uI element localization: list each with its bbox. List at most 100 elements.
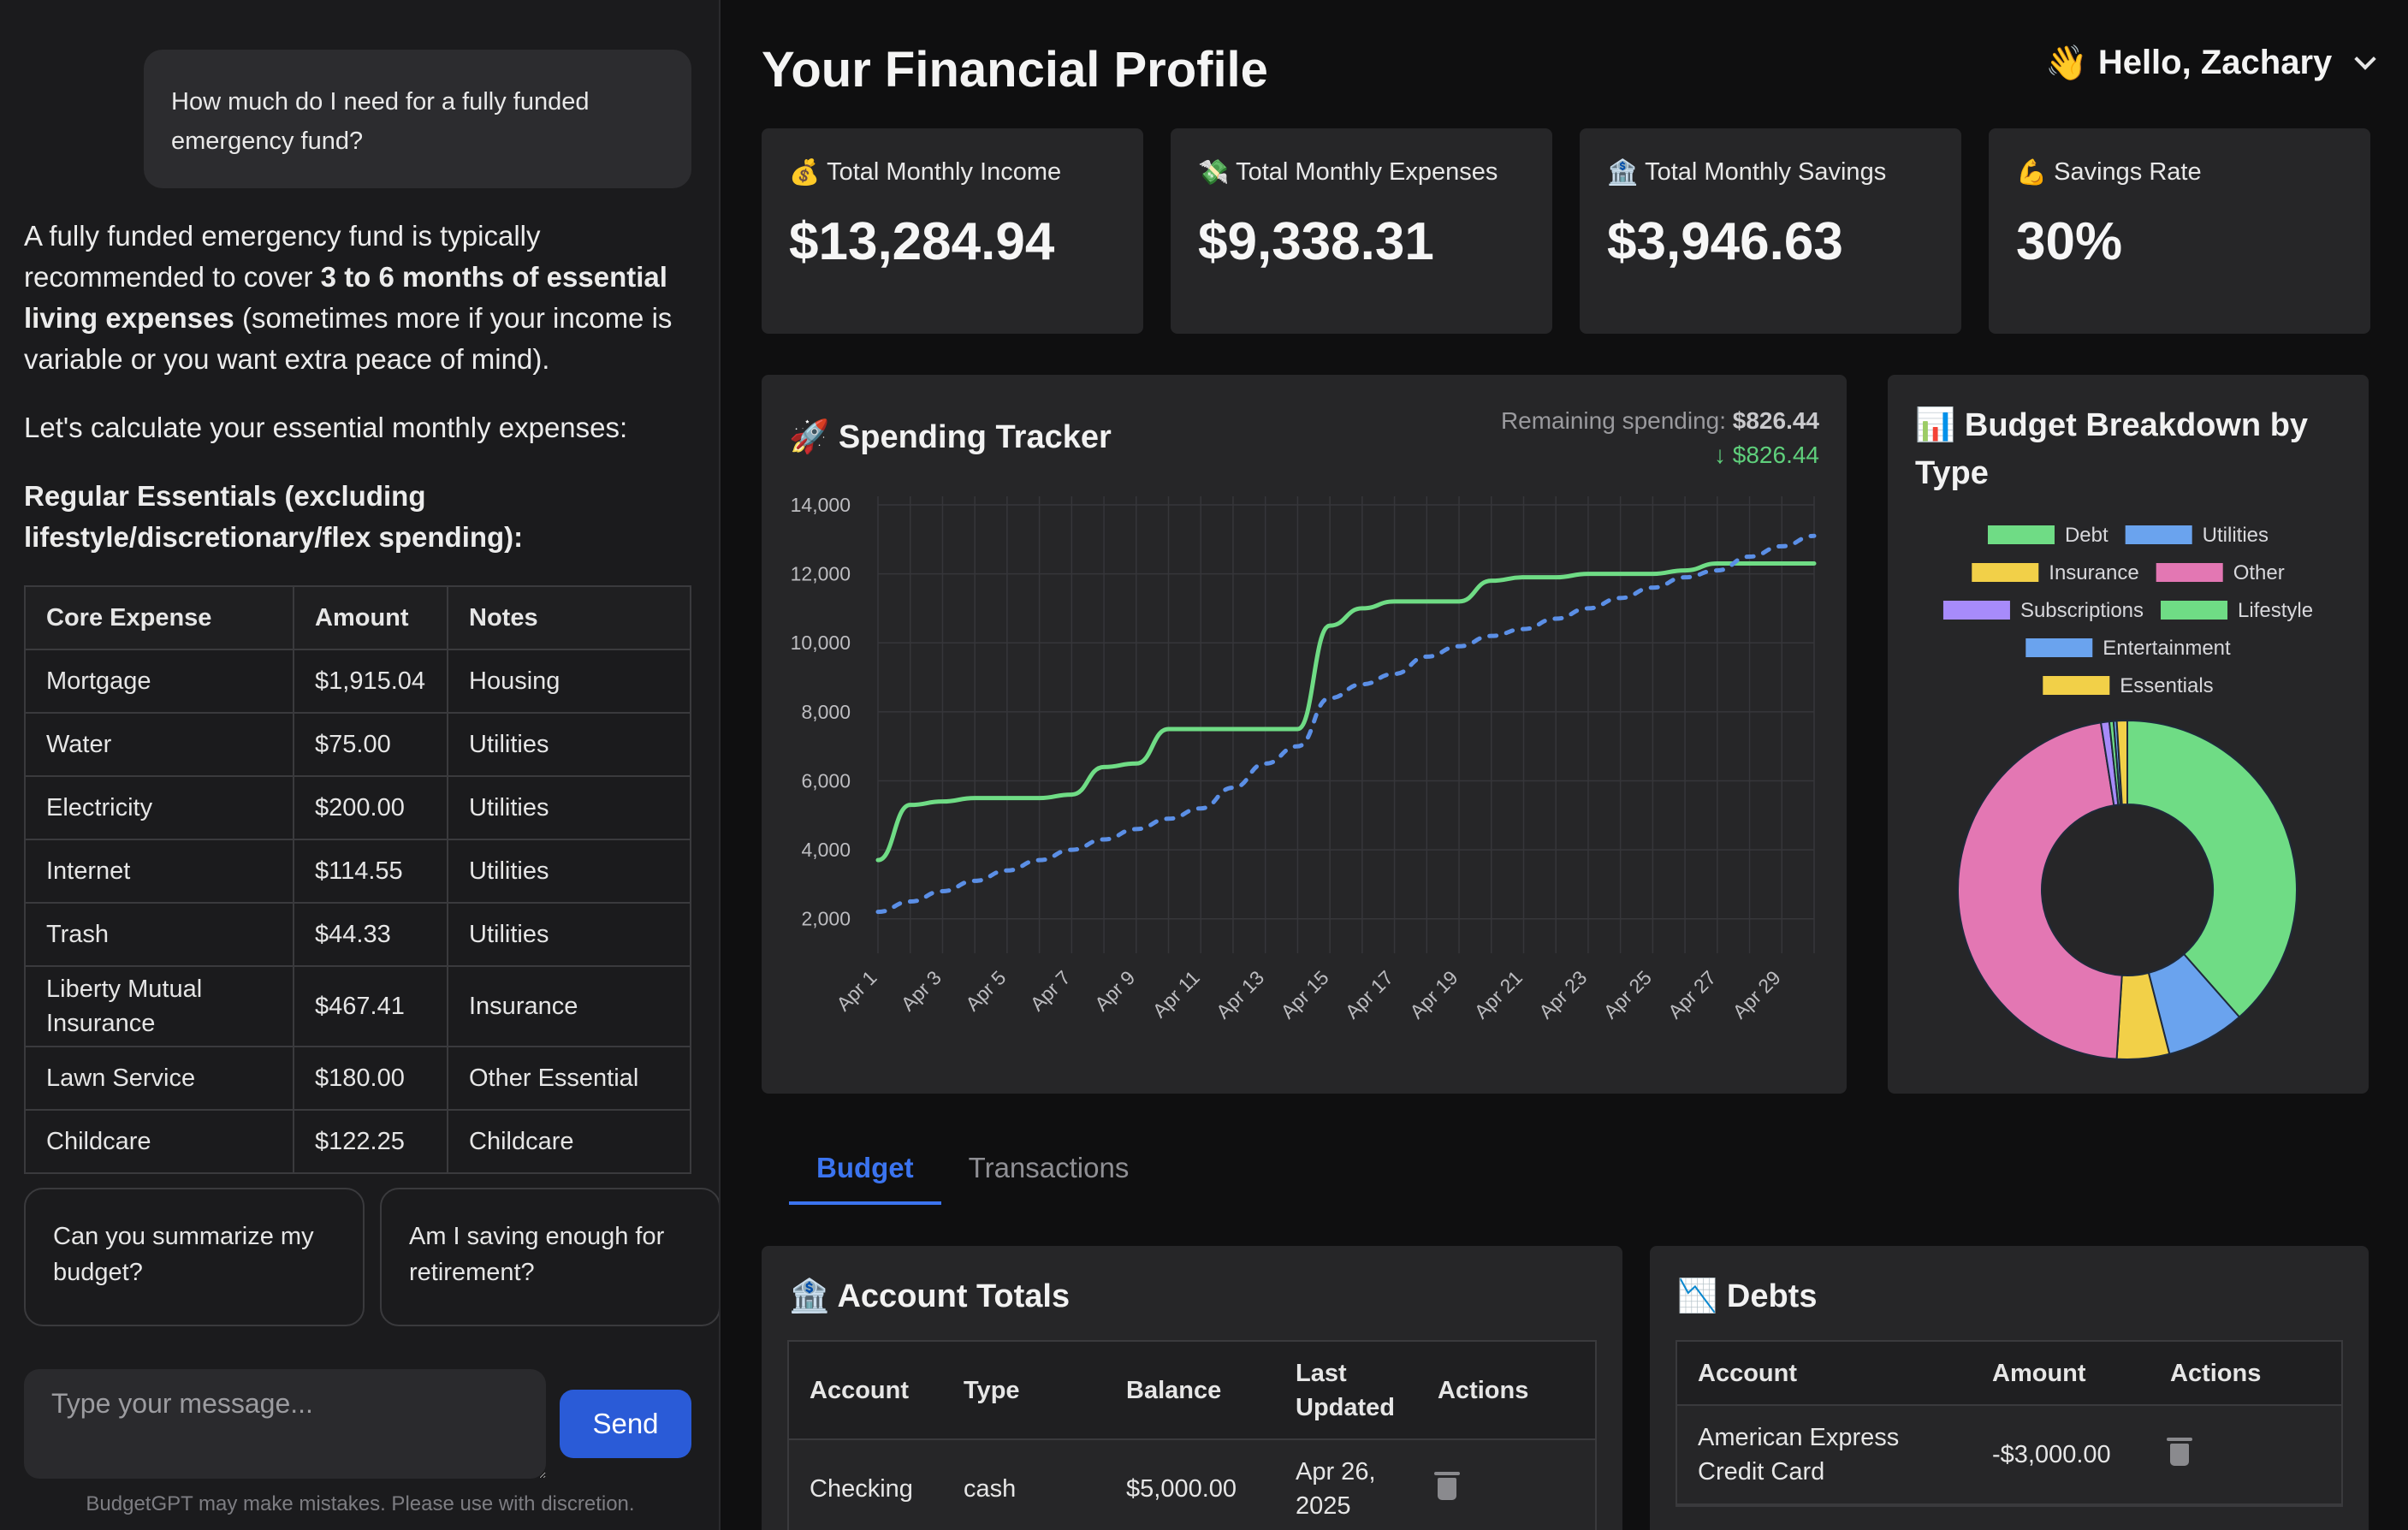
message-input[interactable] xyxy=(24,1369,546,1479)
stat-label: Savings Rate xyxy=(2054,158,2202,186)
donut-slice-debt xyxy=(2126,719,2298,1018)
tab-transactions[interactable]: Transactions xyxy=(968,1152,1130,1183)
card-title: Account Totals xyxy=(837,1278,1071,1314)
trash-icon[interactable] xyxy=(1434,1472,1460,1500)
stat-card-expenses: 💸 Total Monthly Expenses $9,338.31 xyxy=(1171,128,1552,334)
column-header: Actions xyxy=(1417,1342,1595,1440)
remaining-label: Remaining spending: xyxy=(1500,407,1726,434)
column-header: Actions xyxy=(2150,1342,2341,1406)
answer-bold-text: Regular Essentials (excluding lifestyle/… xyxy=(24,480,524,553)
donut-slice-essentials xyxy=(2115,719,2128,806)
money-bag-icon: 💰 xyxy=(789,157,821,187)
budget-donut-chart: Debt Utilities Insurance Other Subscriptions… xyxy=(1942,524,2313,1060)
expense-amount: $44.33 xyxy=(293,902,448,967)
account-name: Checking xyxy=(789,1439,943,1530)
suggestion-retirement[interactable]: Am I saving enough for retirement? xyxy=(380,1188,719,1326)
column-header: Type xyxy=(943,1342,1106,1440)
answer-bold-text: 3 to 6 months of essential living expens… xyxy=(24,261,667,334)
legend-label: Insurance xyxy=(2049,561,2138,584)
bank-icon: 🏦 xyxy=(789,1277,830,1314)
dashboard-tabs: Budget Transactions xyxy=(789,1138,1156,1205)
suggestion-summarize-budget[interactable]: Can you summarize my budget? xyxy=(24,1188,365,1326)
budget-breakdown-title: 📊 Budget Breakdown by Type xyxy=(1915,400,2343,497)
expense-notes: Utilities xyxy=(447,902,691,967)
stat-label: Total Monthly Savings xyxy=(1645,158,1887,186)
expense-amount: $1,915.04 xyxy=(293,649,448,714)
table-row: Checking cash $5,000.00 Apr 26, 2025 xyxy=(789,1439,1595,1530)
legend-swatch xyxy=(2025,638,2093,657)
money-wings-icon: 💸 xyxy=(1198,157,1230,187)
assistant-answer: A fully funded emergency fund is typical… xyxy=(24,216,700,585)
expense-name: Childcare xyxy=(24,1109,294,1174)
y-tick-label: 14,000 xyxy=(791,494,851,516)
stat-label: Total Monthly Income xyxy=(827,158,1062,186)
column-header: Notes xyxy=(447,585,691,650)
x-tick-label: Apr 23 xyxy=(1534,966,1591,1023)
x-tick-label: Apr 15 xyxy=(1276,966,1332,1023)
expense-notes: Utilities xyxy=(447,775,691,840)
stat-value: $3,946.63 xyxy=(1607,212,1843,271)
legend-swatch xyxy=(2161,601,2228,620)
user-message-bubble: How much do I need for a fully funded em… xyxy=(144,50,691,188)
legend-label: Lifestyle xyxy=(2238,599,2313,622)
x-tick-label: Apr 17 xyxy=(1341,966,1397,1023)
expense-notes: Childcare xyxy=(447,1109,691,1174)
expense-notes: Insurance xyxy=(447,965,691,1047)
remaining-spending: Remaining spending: $826.44 ↓ $826.44 xyxy=(1501,404,1819,472)
legend-swatch xyxy=(1987,525,2055,544)
disclaimer: BudgetGPT may make mistakes. Please use … xyxy=(86,1492,635,1515)
stat-card-savings: 🏦 Total Monthly Savings $3,946.63 xyxy=(1580,128,1961,334)
stat-value: $9,338.31 xyxy=(1198,212,1434,271)
expense-notes: Utilities xyxy=(447,839,691,904)
chat-panel: How much do I need for a fully funded em… xyxy=(0,0,721,1530)
expense-amount: $122.25 xyxy=(293,1109,448,1174)
debts-table: Account Amount Actions American Express … xyxy=(1676,1340,2343,1507)
column-header: Amount xyxy=(1972,1342,2150,1406)
expense-name: Electricity xyxy=(24,775,294,840)
send-button[interactable]: Send xyxy=(560,1390,691,1458)
flexed-arm-icon: 💪 xyxy=(2016,157,2048,187)
debts-card: 📉 Debts Account Amount Actions American … xyxy=(1650,1246,2369,1530)
expense-amount: $114.55 xyxy=(293,839,448,904)
trash-icon[interactable] xyxy=(2167,1438,2192,1466)
expense-amount: $75.00 xyxy=(293,712,448,777)
user-menu[interactable]: 👋 Hello, Zachary xyxy=(2045,43,2376,83)
x-tick-label: Apr 27 xyxy=(1664,966,1720,1023)
actions-cell xyxy=(1417,1439,1595,1530)
card-title: Budget Breakdown by Type xyxy=(1915,407,2309,491)
column-header: Last Updated xyxy=(1275,1342,1417,1440)
accounts-table: Account Type Balance Last Updated Action… xyxy=(787,1340,1597,1530)
tab-budget[interactable]: Budget xyxy=(789,1138,941,1205)
stat-value: $13,284.94 xyxy=(789,212,1055,271)
debts-title: 📉 Debts xyxy=(1677,1277,1817,1315)
remaining-delta: ↓ $826.44 xyxy=(1714,442,1819,468)
column-header: Account xyxy=(789,1342,943,1440)
expense-amount: $200.00 xyxy=(293,775,448,840)
column-header: Amount xyxy=(293,585,448,650)
x-tick-label: Apr 21 xyxy=(1470,966,1527,1023)
column-header: Balance xyxy=(1106,1342,1275,1440)
expense-name: Internet xyxy=(24,839,294,904)
table-row: Mortgage $1,915.04 Housing xyxy=(24,649,691,714)
x-tick-label: Apr 13 xyxy=(1212,966,1268,1023)
account-type: cash xyxy=(943,1439,1106,1530)
legend-label: Utilities xyxy=(2203,524,2269,547)
legend-label: Subscriptions xyxy=(2020,599,2144,622)
wave-icon: 👋 xyxy=(2045,44,2088,83)
stat-card-income: 💰 Total Monthly Income $13,284.94 xyxy=(762,128,1143,334)
x-tick-label: Apr 9 xyxy=(1090,966,1139,1015)
legend-swatch xyxy=(2043,676,2110,695)
table-header-row: Account Amount Actions xyxy=(1677,1342,2341,1406)
spending-tracker-title: 🚀 Spending Tracker xyxy=(789,418,1112,456)
y-tick-label: 8,000 xyxy=(801,701,851,723)
actual-spending-line xyxy=(875,561,1817,863)
expense-name: Trash xyxy=(24,902,294,967)
expense-amount: $180.00 xyxy=(293,1046,448,1111)
x-tick-label: Apr 29 xyxy=(1729,966,1785,1023)
table-header-row: Core Expense Amount Notes xyxy=(24,585,691,650)
table-row: Lawn Service $180.00 Other Essential xyxy=(24,1046,691,1111)
y-tick-label: 10,000 xyxy=(791,632,851,654)
bar-chart-icon: 📊 xyxy=(1915,406,1956,443)
x-tick-label: Apr 7 xyxy=(1026,966,1075,1015)
stat-card-savings-rate: 💪 Savings Rate 30% xyxy=(1989,128,2370,334)
